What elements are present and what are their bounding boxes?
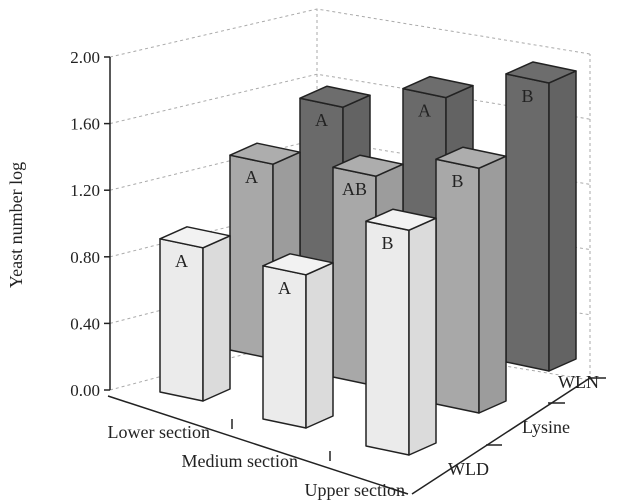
significance-letter: B	[521, 86, 533, 106]
y-tick-label: 0.00	[70, 381, 100, 400]
bar-top-face	[299, 85, 371, 108]
y-tick-label: 1.60	[70, 115, 100, 134]
bar-top-face	[402, 75, 474, 99]
y-tick-label: 0.80	[70, 248, 100, 267]
significance-letter: AB	[342, 179, 367, 199]
series-label: WLN	[558, 372, 599, 392]
significance-letter: A	[315, 110, 328, 130]
significance-letter: A	[245, 167, 258, 187]
bar-top-face	[435, 146, 507, 169]
bar-top-face	[332, 154, 404, 177]
bar-wln-2: B	[505, 61, 577, 372]
bar-side-face	[478, 155, 507, 414]
y-tick-label: 1.20	[70, 181, 100, 200]
x-tick-label: Upper section	[305, 480, 405, 500]
bar-side-face	[408, 217, 437, 456]
significance-letter: A	[175, 251, 188, 271]
bar-top-face	[159, 226, 231, 249]
gridline	[109, 8, 591, 58]
significance-letter: B	[451, 171, 463, 191]
bar-side-face	[548, 70, 577, 372]
y-axis-label: Yeast number log	[6, 162, 26, 288]
x-tick-label: Lower section	[108, 422, 210, 442]
depth-axis	[411, 377, 591, 495]
bar-front-face	[505, 73, 550, 372]
bar-top-face	[365, 208, 437, 231]
bar-wld-0: A	[159, 226, 231, 402]
bar-wld-2: B	[365, 208, 437, 456]
bar-top-face	[229, 142, 301, 165]
x-axis	[107, 395, 409, 495]
x-tick-label: Medium section	[182, 451, 298, 471]
series-label: Lysine	[522, 417, 570, 437]
bar-front-face	[435, 158, 480, 414]
bar-side-face	[202, 235, 231, 402]
bar-wld-1: A	[262, 253, 334, 429]
bar-top-face	[505, 61, 577, 84]
labels: Lower section Medium section Upper section…	[6, 162, 599, 500]
significance-letter: B	[381, 233, 393, 253]
y-tick-label: 2.00	[70, 48, 100, 67]
bar-top-face	[262, 253, 334, 276]
significance-letter: A	[418, 101, 431, 121]
significance-letter: A	[278, 278, 291, 298]
y-tick-label: 0.40	[70, 314, 100, 333]
bar-lysine-2: B	[435, 146, 507, 414]
series-label: WLD	[448, 459, 489, 479]
axes: 0.00 0.40 0.80 1.20 1.60 2.00	[70, 48, 606, 495]
bar-front-face	[365, 220, 410, 456]
bar-side-face	[305, 262, 334, 429]
